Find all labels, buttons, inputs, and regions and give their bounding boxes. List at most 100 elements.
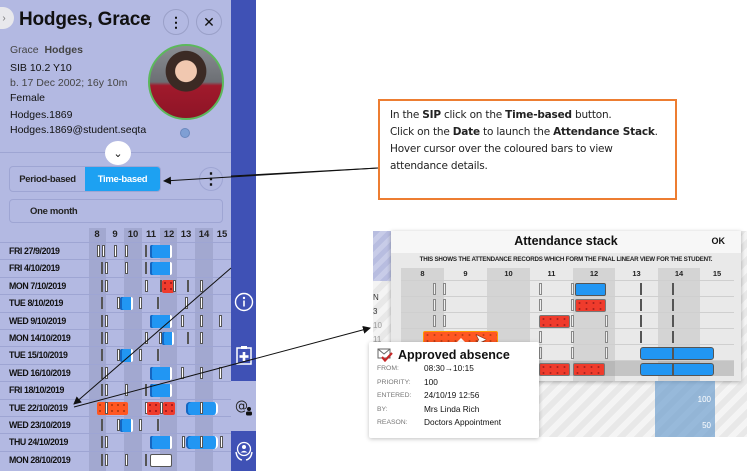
callout-line: Click on the Date to launch the Attendan…: [390, 126, 658, 138]
stack-row: [401, 312, 734, 328]
hour-label: 10: [504, 269, 513, 278]
side-rail: @: [231, 0, 256, 471]
given-name: Grace: [10, 44, 39, 56]
view-mode-toggle: Period-based Time-based: [9, 166, 161, 192]
approved-envelope-icon: [377, 348, 393, 362]
medical-clipboard-icon: [235, 346, 252, 365]
date-link[interactable]: TUE 22/10/2019: [9, 402, 68, 413]
more-options-button[interactable]: ⋮: [163, 9, 189, 35]
date-link[interactable]: MON 7/10/2019: [9, 280, 66, 291]
attendance-stack-screenshot: N 3 10 11 Attendance stack OK THIS SHOWS…: [373, 231, 747, 437]
attendance-bar[interactable]: [640, 347, 714, 360]
info-icon: [234, 292, 253, 312]
attendance-bar[interactable]: [150, 245, 172, 258]
stack-row: [401, 280, 734, 296]
tooltip-field: PRIORITY: 100: [377, 376, 438, 387]
attendance-bar[interactable]: [575, 283, 606, 296]
attendance-bar[interactable]: [640, 363, 714, 376]
date-link[interactable]: MON 28/10/2019: [9, 454, 71, 465]
timeline-row: MON 28/10/2019: [0, 450, 231, 468]
contact-at-icon: @: [235, 399, 252, 416]
close-button[interactable]: ✕: [196, 9, 222, 35]
background-pattern: [373, 231, 393, 281]
timeline-options-button[interactable]: ⋮: [199, 167, 223, 191]
presence-indicator: [180, 128, 190, 138]
timeline-row: THU 24/10/2019: [0, 433, 231, 450]
hour-label: 9: [463, 269, 468, 278]
expand-panel-button[interactable]: ›: [0, 7, 14, 29]
stack-row: [401, 344, 734, 360]
attendance-bar[interactable]: [539, 363, 570, 376]
attendance-bar[interactable]: [162, 332, 174, 345]
time-based-button[interactable]: Time-based: [85, 167, 160, 191]
attendance-bar[interactable]: [150, 366, 172, 380]
hour-label: 13: [632, 269, 641, 278]
hour-label: 9: [112, 229, 118, 240]
student-name-title: Hodges, Grace: [19, 9, 151, 30]
wellbeing-tab[interactable]: [231, 431, 256, 471]
username: Hodges.1869: [10, 109, 73, 121]
chevron-down-icon: ⌄: [113, 147, 123, 160]
date-range-button[interactable]: One month: [9, 199, 223, 223]
attendance-bar[interactable]: [150, 453, 172, 467]
date-link[interactable]: FRI 4/10/2019: [9, 263, 60, 274]
ok-button[interactable]: OK: [711, 236, 726, 246]
attendance-bar[interactable]: [150, 262, 172, 276]
date-link[interactable]: MON 14/10/2019: [9, 333, 71, 343]
date-link[interactable]: FRI 18/10/2019: [9, 385, 65, 396]
mouse-cursor-icon: ➤: [475, 331, 487, 347]
hour-label: 12: [163, 229, 175, 240]
attendance-bar[interactable]: [147, 401, 160, 415]
attendance-bar[interactable]: [150, 436, 172, 450]
date-link[interactable]: WED 9/10/2019: [9, 315, 66, 326]
kebab-icon: ⋮: [169, 13, 183, 30]
stack-row: [401, 296, 734, 312]
tooltip-field: FROM: 08:30→10:15: [377, 363, 474, 373]
info-tab[interactable]: [231, 277, 256, 327]
attendance-bar[interactable]: [120, 297, 133, 311]
tooltip-title: Approved absence: [398, 348, 510, 362]
attendance-bar[interactable]: [150, 384, 172, 398]
attendance-bar[interactable]: [120, 349, 133, 363]
date-link[interactable]: FRI 27/9/2019: [9, 246, 60, 256]
callout-line: In the SIP click on the Time-based butto…: [390, 109, 612, 121]
attendance-bar[interactable]: [150, 314, 172, 328]
hour-label: 14: [198, 229, 210, 240]
class-code: SIB 10.2 Y10: [10, 62, 72, 74]
background-labels: N 3 10 11: [373, 293, 382, 344]
tooltip-field: REASON: Doctors Appointment: [377, 417, 502, 427]
date-link[interactable]: THU 24/10/2019: [9, 437, 68, 448]
email[interactable]: Hodges.1869@student.seqta: [10, 124, 147, 136]
timeline-row: WED 23/10/2019: [0, 416, 231, 433]
student-info-panel: › Hodges, Grace ▾ ⋮ ✕ Grace Hodges SIB 1…: [0, 0, 231, 471]
attendance-bar[interactable]: [573, 363, 605, 376]
attendance-timeline: 8 9 10 11 12 13 14 15 FRI 27/9/2019 FRI …: [0, 228, 231, 471]
svg-text:@: @: [235, 399, 248, 414]
period-based-button[interactable]: Period-based: [19, 173, 76, 185]
attendance-bar[interactable]: [575, 299, 606, 312]
attendance-bar[interactable]: [163, 401, 175, 415]
timeline-row: TUE 15/10/2019: [0, 346, 231, 363]
hour-label: 12: [589, 269, 599, 278]
expand-details-button[interactable]: ⌄: [105, 141, 131, 165]
timeline-row: FRI 27/9/2019: [0, 242, 231, 259]
hour-label: 13: [180, 229, 192, 240]
approved-absence-bar[interactable]: [423, 331, 498, 344]
stack-row: ➤: [401, 328, 734, 347]
date-link[interactable]: TUE 8/10/2019: [9, 298, 63, 309]
date-link[interactable]: TUE 15/10/2019: [9, 350, 68, 361]
hour-label: 15: [216, 229, 228, 240]
date-of-birth: b. 17 Dec 2002; 16y 10m: [10, 77, 128, 89]
attendance-bar[interactable]: [97, 401, 128, 415]
medical-tab[interactable]: [231, 330, 256, 380]
student-switch-dropdown[interactable]: ▾: [146, 13, 151, 23]
contact-tab[interactable]: @: [231, 381, 256, 431]
date-link[interactable]: WED 16/10/2019: [9, 367, 71, 378]
attendance-bar[interactable]: [120, 419, 133, 432]
attendance-bar[interactable]: [539, 315, 570, 328]
date-link[interactable]: WED 23/10/2019: [9, 420, 71, 430]
gender: Female: [10, 92, 46, 104]
timeline-row: WED 16/10/2019: [0, 363, 231, 381]
background-chart-strip: 100 50: [655, 381, 715, 437]
callout-line: attendance details.: [390, 160, 488, 172]
